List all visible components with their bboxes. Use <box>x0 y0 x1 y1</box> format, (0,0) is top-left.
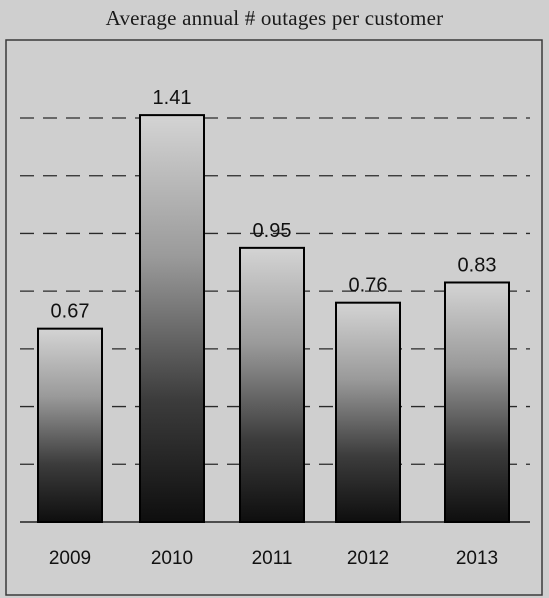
x-tick-labels: 2009 2010 2011 2012 2013 <box>49 548 498 569</box>
x-tick-label-2011: 2011 <box>252 548 293 569</box>
data-label-2012: 0.76 <box>349 275 388 297</box>
data-label-2010: 1.41 <box>153 87 192 109</box>
data-labels: 0.67 1.41 0.95 0.76 0.83 <box>51 87 497 323</box>
bars <box>37 114 510 523</box>
data-label-2009: 0.67 <box>51 301 90 323</box>
bar-2010 <box>139 114 205 523</box>
bar-2012 <box>335 301 401 523</box>
x-tick-label-2012: 2012 <box>347 548 389 569</box>
plot-area-border <box>5 39 543 596</box>
bar-2009 <box>37 327 103 523</box>
x-tick-label-2010: 2010 <box>151 548 193 569</box>
data-label-2011: 0.95 <box>253 220 292 242</box>
x-tick-label-2013: 2013 <box>456 548 498 569</box>
data-label-2013: 0.83 <box>458 254 497 276</box>
bar-2011 <box>239 246 305 523</box>
chart-title: Average annual # outages per customer <box>105 6 444 30</box>
x-tick-label-2009: 2009 <box>49 548 91 569</box>
bar-2013 <box>444 281 510 523</box>
